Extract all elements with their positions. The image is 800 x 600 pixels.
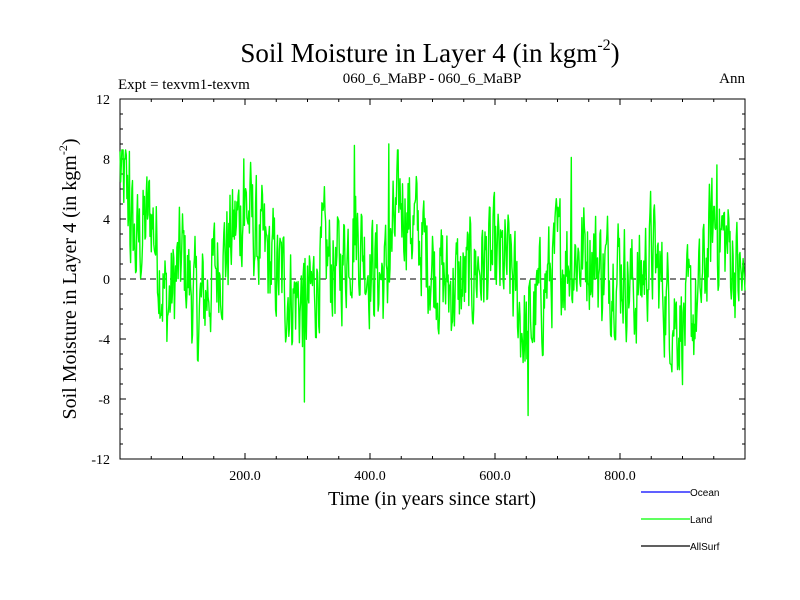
legend-label-ocean: Ocean <box>690 488 719 499</box>
y-tick-label: 8 <box>103 153 110 168</box>
y-tick-label: 0 <box>103 273 110 288</box>
x-tick-label: 200.0 <box>229 469 261 484</box>
chart-title: Soil Moisture in Layer 4 (in kgm-2) <box>240 37 619 68</box>
y-tick-label: 12 <box>96 93 110 108</box>
y-tick-label: -8 <box>98 393 110 408</box>
legend-label-allsurf: AllSurf <box>690 542 720 553</box>
y-tick-label: -4 <box>98 333 110 348</box>
experiment-label: Expt = texvm1-texvm <box>118 77 250 93</box>
legend: Ocean Land AllSurf <box>641 488 720 553</box>
legend-label-land: Land <box>690 515 712 526</box>
y-tick-label: -12 <box>91 453 110 468</box>
x-tick-label: 600.0 <box>479 469 511 484</box>
y-axis-label: Soil Moisture in Layer 4 (in kgm-2) <box>56 138 81 419</box>
period-label: 060_6_MaBP - 060_6_MaBP <box>343 71 522 87</box>
y-tick-label: 4 <box>103 213 110 228</box>
axis-ticks <box>120 98 745 460</box>
x-tick-label: 400.0 <box>354 469 386 484</box>
tick-labels: -12 -8 -4 0 4 8 12 200.0 400.0 600.0 800.0 <box>91 93 635 484</box>
land-series-line <box>119 143 746 417</box>
x-axis-label: Time (in years since start) <box>328 488 536 510</box>
x-tick-label: 800.0 <box>604 469 636 484</box>
season-label: Ann <box>719 71 745 87</box>
